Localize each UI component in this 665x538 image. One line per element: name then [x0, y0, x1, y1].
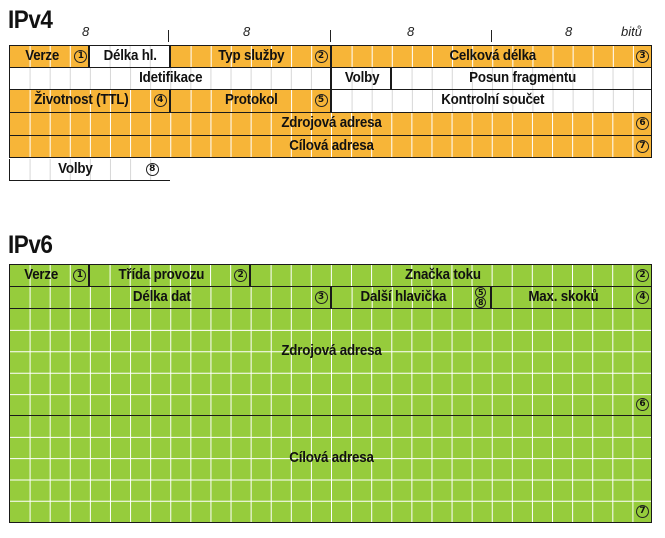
- bit-grid-lines: [109, 265, 232, 286]
- ipv4-field: Volby 8: [9, 158, 170, 182]
- ipv4-field: Životnost (TTL) 4: [9, 90, 170, 114]
- ipv4-field-label: Posun fragmentu: [468, 69, 576, 86]
- ipv4-field-label: Verze: [25, 48, 60, 64]
- bit-grid-lines: [190, 90, 312, 113]
- bit-grid-lines: [109, 46, 152, 67]
- ipv6-title: IPv6: [8, 231, 53, 259]
- ipv6-field-label: Zdrojová adresa: [281, 342, 382, 359]
- bit-grid-lines: [351, 67, 373, 90]
- ipv4-field-label: Kontrolní součet: [440, 92, 544, 109]
- ipv4-field: Idetifikace: [9, 67, 331, 91]
- ipv4-field-label: Idetifikace: [139, 69, 203, 86]
- bit-grid-lines: [411, 67, 634, 90]
- field-number-marker: 2: [636, 269, 649, 282]
- ruler-bit-count: 8: [407, 24, 415, 39]
- ipv6-field: Zdrojová adresa 6: [9, 309, 652, 417]
- field-number-marker: 8: [145, 162, 159, 176]
- ipv4-field-label: Délka hl.: [103, 48, 158, 64]
- ipv4-field-label: Protokol: [224, 92, 278, 109]
- ipv6-field: Značka toku 2: [250, 264, 652, 287]
- bit-grid-lines: [29, 67, 312, 90]
- ipv6-field: Verze 1: [9, 264, 90, 287]
- ipv4-field-label: Životnost (TTL): [34, 92, 129, 109]
- ipv6-field: Další hlavička 5 8: [330, 286, 492, 310]
- bit-grid-lines: [29, 113, 634, 135]
- ruler-bit-count: 8: [82, 24, 90, 39]
- ipv4-field: Cílová adresa 7: [9, 135, 652, 159]
- bit-grid-lines: [351, 90, 634, 113]
- ruler-unit: bitů: [621, 24, 642, 39]
- field-number-marker: 6: [636, 398, 649, 412]
- ipv4-field-label: Cílová adresa: [289, 137, 374, 154]
- bit-grid-lines: [351, 46, 634, 67]
- bit-grid-lines: [29, 90, 152, 113]
- ipv6-field-label: Max. skoků: [528, 288, 599, 305]
- field-number-marker: 3: [314, 290, 328, 304]
- field-number-marker: 1: [73, 269, 87, 282]
- field-number-marker: 7: [636, 504, 649, 518]
- ipv4-field-label: Typ služby: [218, 48, 285, 64]
- bit-grid-lines: [511, 286, 634, 309]
- bit-grid-lines: [29, 265, 71, 286]
- field-number-marker: 3: [636, 50, 649, 63]
- ipv6-field: Max. skoků 4: [491, 286, 652, 310]
- bit-grid-lines: [270, 265, 634, 286]
- field-number-marker: 5: [314, 94, 328, 108]
- bit-grid-lines: [10, 416, 651, 522]
- field-number-marker: 8: [475, 296, 487, 308]
- ipv4-field: Volby: [330, 67, 391, 91]
- ruler-tick: [491, 30, 492, 42]
- ipv4-title: IPv4: [8, 6, 53, 34]
- bit-grid-lines: [29, 46, 71, 67]
- ipv6-field-label: Verze: [24, 267, 59, 283]
- ipv4-field: Kontrolní součet: [330, 90, 652, 114]
- ipv6-field: Délka dat 3: [9, 286, 331, 310]
- bit-grid-lines: [29, 286, 312, 309]
- field-number-marker: 6: [636, 117, 649, 131]
- ipv4-field: Zdrojová adresa 6: [9, 113, 652, 136]
- field-number-marker: 7: [636, 139, 649, 153]
- ipv6-field: Třída provozu 2: [89, 264, 251, 287]
- ruler-bit-count: 8: [565, 24, 573, 39]
- ipv4-field: Typ služby 2: [169, 45, 331, 68]
- ipv4-field-label: Celková délka: [448, 48, 536, 64]
- ipv6-field-label: Značka toku: [405, 267, 481, 283]
- field-number-marker: 2: [234, 269, 248, 282]
- ipv4-field-label: Volby: [58, 160, 93, 177]
- bit-grid-lines: [351, 286, 473, 309]
- field-number-marker: 4: [153, 94, 167, 108]
- ruler-bit-count: 8: [243, 24, 251, 39]
- ipv6-field-label: Další hlavička: [360, 288, 446, 305]
- ipv6-field-label: Cílová adresa: [289, 449, 374, 466]
- ipv4-field: Protokol 5: [169, 90, 331, 114]
- ipv4-field: Verze 1: [9, 45, 90, 68]
- field-number-marker: 2: [314, 50, 328, 63]
- bit-grid-lines: [29, 135, 634, 158]
- field-number-marker: 1: [74, 50, 88, 63]
- ipv4-field: Posun fragmentu: [390, 67, 652, 91]
- bit-grid-lines: [190, 46, 312, 67]
- ipv6-field-label: Délka dat: [132, 288, 191, 305]
- ipv4-field: Délka hl.: [89, 45, 170, 68]
- ipv6-field: Cílová adresa 7: [9, 416, 652, 523]
- bit-grid-lines: [10, 309, 651, 416]
- ipv4-field: Celková délka 3: [330, 45, 652, 68]
- ipv4-field-label: Zdrojová adresa: [281, 115, 382, 132]
- ipv6-field-label: Třída provozu: [118, 267, 205, 283]
- ruler-tick: [168, 30, 169, 42]
- ruler-tick: [330, 30, 331, 42]
- ipv4-field-label: Volby: [344, 69, 379, 86]
- field-number-marker: 4: [636, 290, 649, 304]
